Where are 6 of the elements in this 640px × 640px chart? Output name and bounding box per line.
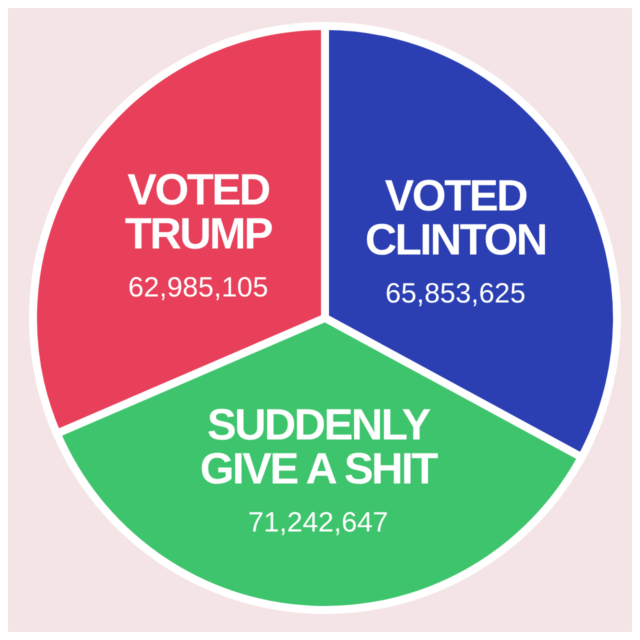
slice-label: VOTED TRUMP	[124, 166, 272, 259]
data-label: 71,242,647	[248, 506, 388, 538]
data-label: 65,853,625	[385, 277, 526, 308]
slice-label: SUDDENLY GIVE A SHIT	[200, 400, 438, 494]
slice-label: VOTED CLINTON	[365, 171, 546, 264]
data-label: 62,985,105	[128, 272, 268, 303]
